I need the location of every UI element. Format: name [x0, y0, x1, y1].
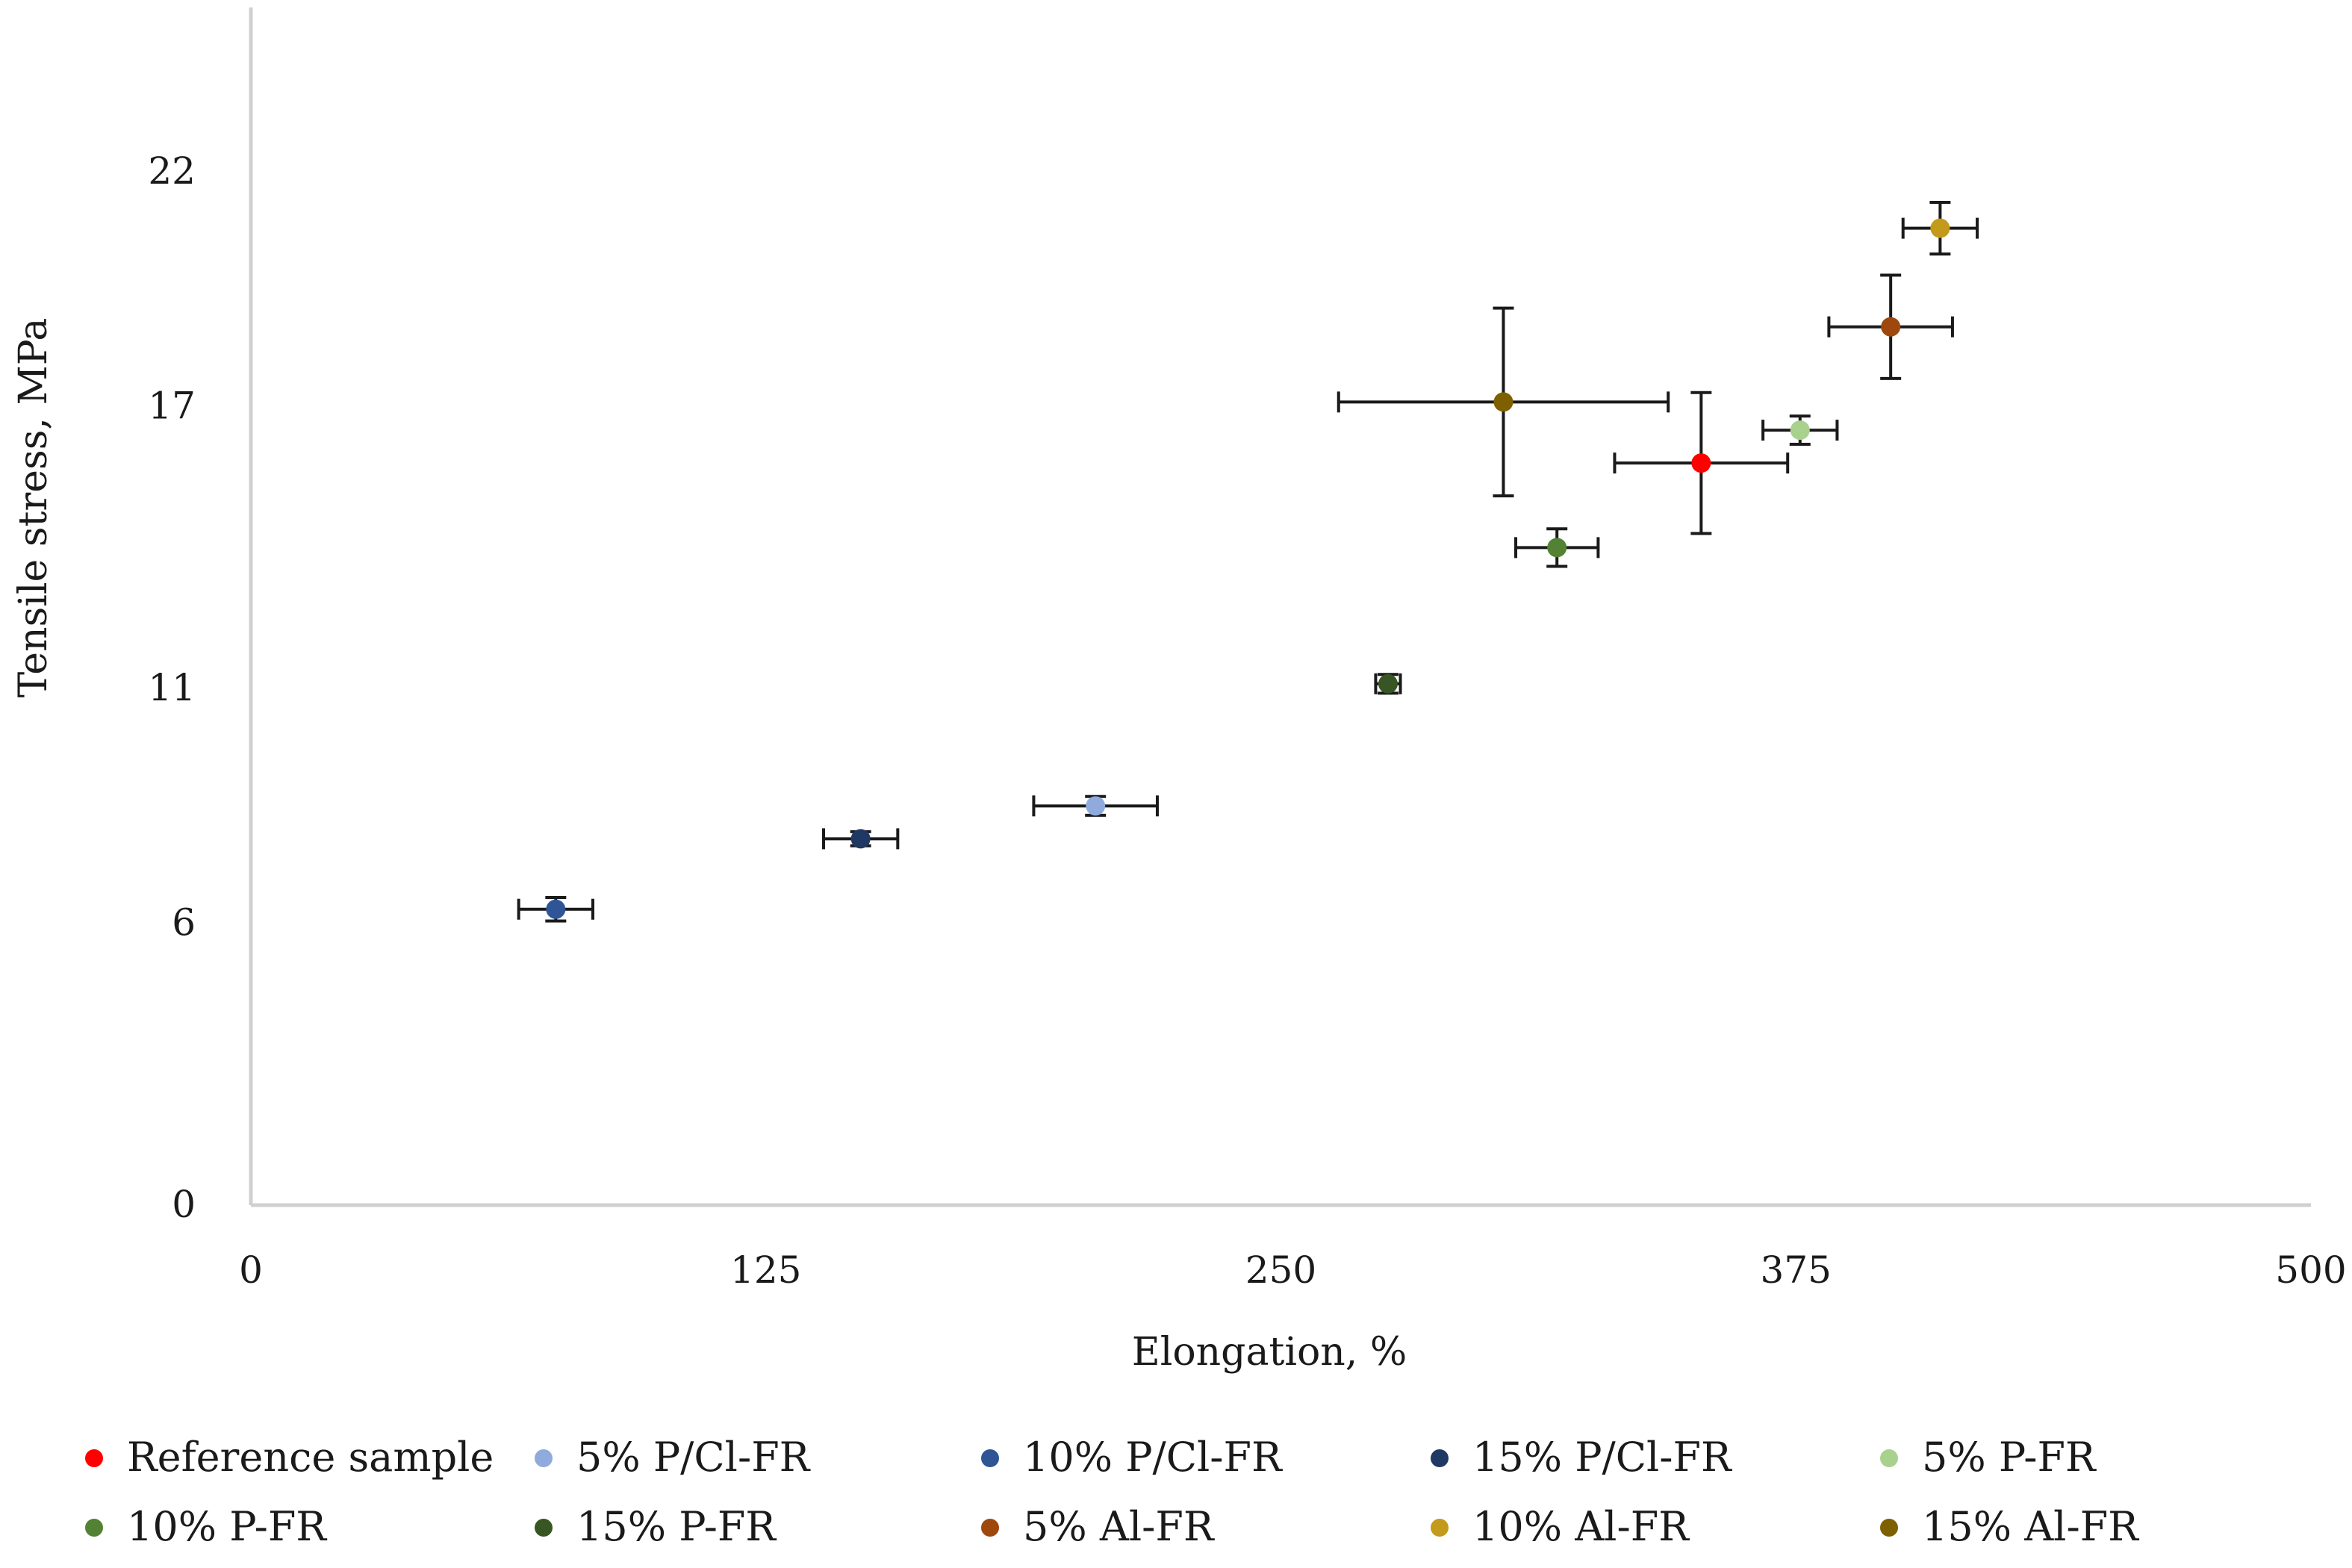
legend-layer: Reference sample 5% P/Cl-FR 10% P/Cl-FR 15%…	[85, 1434, 2139, 1550]
legend-label: 15% Al-FR	[1922, 1503, 2139, 1550]
legend-item: 5% P/Cl-FR	[535, 1434, 811, 1481]
data-point-group	[517, 895, 594, 923]
data-point	[1881, 317, 1901, 337]
legend-label: 5% Al-FR	[1023, 1503, 1215, 1550]
legend-item: Reference sample	[85, 1434, 494, 1481]
legend-marker	[981, 1519, 999, 1537]
y-tick-label: 22	[148, 149, 196, 193]
data-point	[546, 899, 566, 919]
legend-item: 15% Al-FR	[1880, 1503, 2139, 1550]
legend-item: 15% P/Cl-FR	[1431, 1434, 1732, 1481]
y-axis-title: Tensile stress, MPa	[11, 318, 56, 698]
data-point	[1930, 218, 1950, 238]
legend-marker	[981, 1449, 999, 1467]
data-point-group	[1514, 527, 1600, 568]
x-tick-label: 0	[239, 1248, 263, 1292]
data-point-group	[1761, 414, 1839, 446]
legend-label: 10% Al-FR	[1472, 1503, 1690, 1550]
data-point	[1547, 538, 1567, 558]
legend-label: 10% P-FR	[127, 1503, 327, 1550]
data-point-group	[1374, 673, 1402, 695]
legend-marker	[535, 1449, 553, 1467]
y-tick-label: 6	[172, 901, 196, 945]
legend-marker	[1431, 1449, 1449, 1467]
y-tick-label: 0	[172, 1183, 196, 1226]
x-tick-label: 500	[2275, 1248, 2346, 1292]
data-point	[1086, 796, 1106, 816]
y-tick-label: 17	[148, 385, 196, 428]
legend-marker	[1880, 1519, 1898, 1537]
data-point	[850, 829, 871, 849]
data-point	[1493, 392, 1513, 412]
data-point-group	[1827, 273, 1954, 380]
legend-item: 5% Al-FR	[981, 1503, 1215, 1550]
data-point	[1691, 453, 1711, 473]
y-tick-label: 11	[148, 666, 196, 709]
legend-marker	[1880, 1449, 1898, 1467]
axes-layer: 0 125 250 375 500 0 6 11 17 22	[148, 7, 2347, 1292]
data-point	[1790, 420, 1810, 441]
legend-item: 10% Al-FR	[1431, 1503, 1690, 1550]
legend-label: 5% P-FR	[1922, 1434, 2097, 1481]
data-point-group	[1337, 306, 1670, 498]
legend-label: Reference sample	[127, 1434, 494, 1481]
data-point-group	[1613, 391, 1790, 535]
data-layer	[517, 201, 1979, 923]
legend-label: 5% P/Cl-FR	[576, 1434, 811, 1481]
x-axis-title: Elongation, %	[1132, 1330, 1407, 1375]
x-tick-label: 375	[1761, 1248, 1832, 1292]
legend-marker	[85, 1519, 103, 1537]
data-point-group	[1901, 201, 1979, 256]
legend-label: 10% P/Cl-FR	[1023, 1434, 1283, 1481]
legend-marker	[1431, 1519, 1449, 1537]
x-tick-label: 250	[1245, 1248, 1316, 1292]
x-tick-label: 125	[730, 1248, 801, 1292]
legend-item: 10% P/Cl-FR	[981, 1434, 1283, 1481]
legend-item: 10% P-FR	[85, 1503, 327, 1550]
legend-item: 15% P-FR	[535, 1503, 777, 1550]
data-point-group	[822, 828, 900, 850]
legend-item: 5% P-FR	[1880, 1434, 2097, 1481]
legend-label: 15% P/Cl-FR	[1472, 1434, 1732, 1481]
legend-label: 15% P-FR	[576, 1503, 777, 1550]
data-point-group	[1032, 794, 1159, 817]
legend-marker	[85, 1449, 103, 1467]
legend-marker	[535, 1519, 553, 1537]
data-point	[1378, 673, 1398, 694]
